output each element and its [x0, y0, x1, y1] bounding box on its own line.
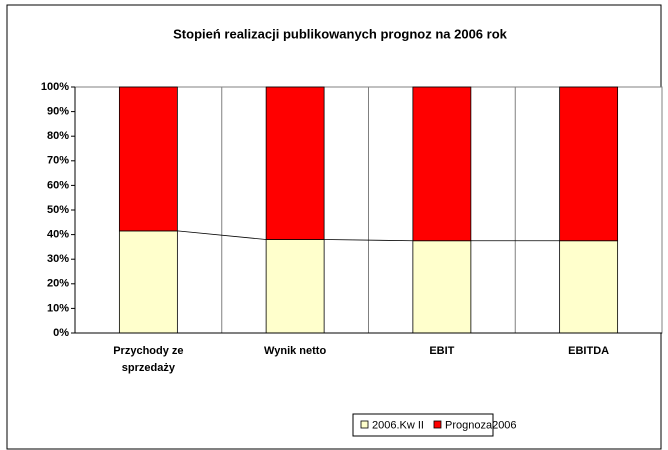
y-tick-label: 70%: [47, 155, 69, 167]
x-tick-label: Przychody ze sprzedaży: [113, 345, 183, 374]
legend-box: [352, 413, 494, 437]
y-tick-label: 80%: [47, 130, 69, 142]
legend-label: 2006.Kw II: [372, 419, 424, 431]
y-tick-label: 20%: [47, 278, 69, 290]
bar-segment: [265, 239, 325, 334]
x-tick-label: EBITDA: [568, 345, 609, 357]
series-line: [177, 230, 267, 240]
bar-segment: [265, 86, 325, 240]
chart-title: Stopień realizacji publikowanych prognoz…: [173, 26, 508, 41]
y-tick-label: 90%: [47, 106, 69, 118]
legend-label: Prognoza2006: [445, 419, 517, 431]
bar-segment: [559, 240, 619, 334]
y-tick-label: 30%: [47, 253, 69, 265]
legend-swatch: [433, 420, 442, 429]
y-tick-label: 10%: [47, 302, 69, 314]
y-tick-label: 100%: [41, 81, 69, 93]
bar-segment: [118, 230, 178, 334]
x-tick-label: EBIT: [429, 345, 454, 357]
bar-segment: [118, 86, 178, 232]
y-tick-label: 40%: [47, 229, 69, 241]
series-line: [324, 239, 413, 242]
bar-segment: [412, 240, 472, 334]
y-tick-label: 60%: [47, 179, 69, 191]
bar-segment: [559, 86, 619, 242]
y-tick-label: 0%: [53, 327, 69, 339]
y-tick-label: 50%: [47, 204, 69, 216]
bar-segment: [412, 86, 472, 242]
x-tick-label: Wynik netto: [264, 345, 326, 357]
legend-swatch: [360, 420, 369, 429]
legend: 2006.Kw II Prognoza2006: [352, 413, 517, 437]
